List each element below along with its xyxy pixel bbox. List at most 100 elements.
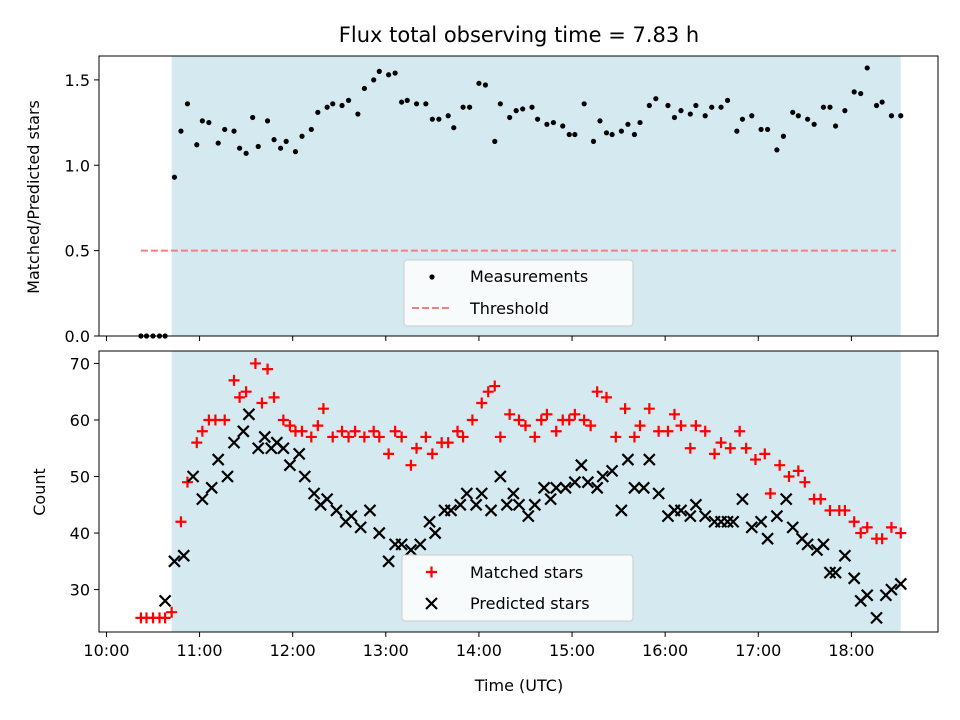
matched-star-point (175, 516, 187, 528)
measurement-point (215, 140, 221, 146)
predicted-star-point (454, 498, 467, 512)
measurement-point (827, 104, 833, 110)
predicted-star-point (205, 481, 218, 495)
predicted-star-point (512, 498, 526, 512)
y-tick-label: 70 (70, 354, 90, 373)
matched-star-point (690, 420, 702, 432)
matched-star-point (653, 425, 665, 437)
matched-star-point (563, 414, 575, 426)
measurement-point (795, 113, 801, 119)
predicted-star-point (559, 481, 572, 495)
predicted-star-point (736, 492, 749, 506)
matched-star-points (135, 357, 907, 624)
x-tick-label: 15:00 (549, 641, 595, 660)
matched-star-point (296, 425, 308, 437)
measurement-point (292, 149, 299, 155)
matched-star-point (699, 425, 711, 437)
predicted-star-point (292, 447, 306, 461)
predicted-star-point (779, 492, 793, 506)
matched-star-point (317, 403, 329, 415)
matched-star-point (209, 414, 221, 426)
measurement-point (811, 121, 817, 127)
predicted-star-point (469, 498, 483, 512)
measurement-point (687, 111, 693, 117)
predicted-star-point (237, 425, 250, 438)
measurement-point (774, 147, 780, 153)
matched-star-point (466, 414, 478, 426)
measurement-point (492, 138, 498, 144)
measurement-point (581, 101, 587, 107)
y-tick-label: 50 (70, 468, 90, 487)
matched-star-point (876, 533, 888, 545)
measurement-point (646, 102, 652, 109)
measurement-point (355, 111, 361, 117)
predicted-star-point (428, 526, 442, 540)
matched-star-point (457, 431, 469, 443)
predicted-star-point (242, 408, 256, 421)
predicted-star-point (373, 526, 386, 540)
predicted-star-point (283, 458, 297, 472)
count-y-ticks: 30 40 50 60 70 (70, 354, 99, 600)
matched-star-point (759, 448, 771, 460)
matched-star-point (662, 425, 674, 437)
matched-star-point (349, 425, 361, 437)
predicted-star-point (168, 555, 181, 568)
matched-star-point (358, 431, 370, 443)
predicted-star-point (549, 481, 563, 495)
count-panel-frame (98, 350, 939, 633)
predicted-star-point (621, 453, 635, 466)
measurement-point (507, 114, 513, 121)
predicted-star-point (698, 509, 712, 523)
matched-star-point (196, 425, 208, 437)
x-tick-label: 17:00 (735, 641, 781, 660)
predicted-star-point (186, 470, 200, 483)
measurement-point (277, 145, 284, 151)
legend-label-matched: Matched stars (470, 563, 583, 582)
matched-star-point (792, 465, 804, 477)
predicted-star-point (444, 504, 458, 517)
x-tick-label: 10:00 (83, 641, 129, 660)
measurement-point (790, 109, 796, 115)
predicted-star-point (500, 498, 514, 512)
measurement-point (597, 118, 603, 124)
matched-star-point (799, 476, 811, 488)
measurement-point (864, 65, 870, 71)
measurement-point (653, 96, 659, 102)
y-tick-label: 60 (70, 411, 90, 430)
measurement-point (851, 89, 857, 95)
predicted-star-point (196, 492, 209, 506)
measurement-point (879, 99, 885, 105)
x-tick-label: 16:00 (642, 641, 688, 660)
predicted-star-point (158, 594, 172, 608)
predicted-star-point (596, 470, 610, 483)
predicted-star-point (413, 538, 427, 551)
predicted-star-point (786, 521, 800, 534)
matched-star-point (734, 425, 746, 437)
measurement-point (497, 101, 503, 107)
predicted-star-point (689, 498, 703, 512)
predicted-star-point (521, 509, 535, 523)
legend-marker-matched (426, 566, 437, 578)
predicted-star-point (761, 532, 774, 545)
predicted-star-point (615, 504, 628, 517)
matched-star-point (643, 403, 655, 415)
matched-star-point (724, 442, 736, 454)
measurement-point (609, 131, 615, 138)
measurement-point (371, 77, 377, 83)
matched-star-point (504, 408, 516, 420)
ratio-legend: Measurements Threshold (403, 259, 634, 327)
predicted-star-point (870, 611, 883, 625)
y-tick-label: 1.5 (65, 71, 90, 90)
predicted-star-point (801, 538, 814, 551)
measurement-point (858, 90, 864, 97)
measurement-point (780, 133, 787, 139)
predicted-star-point (838, 549, 852, 562)
x-tick-label: 11:00 (177, 641, 223, 660)
matched-star-point (668, 408, 680, 420)
count-y-axis-label: Count (30, 468, 49, 516)
predicted-star-point (211, 453, 225, 466)
matched-star-point (305, 431, 317, 443)
predicted-star-point (674, 504, 688, 517)
matched-star-point (166, 606, 178, 618)
x-tick-label: 12:00 (270, 641, 316, 660)
